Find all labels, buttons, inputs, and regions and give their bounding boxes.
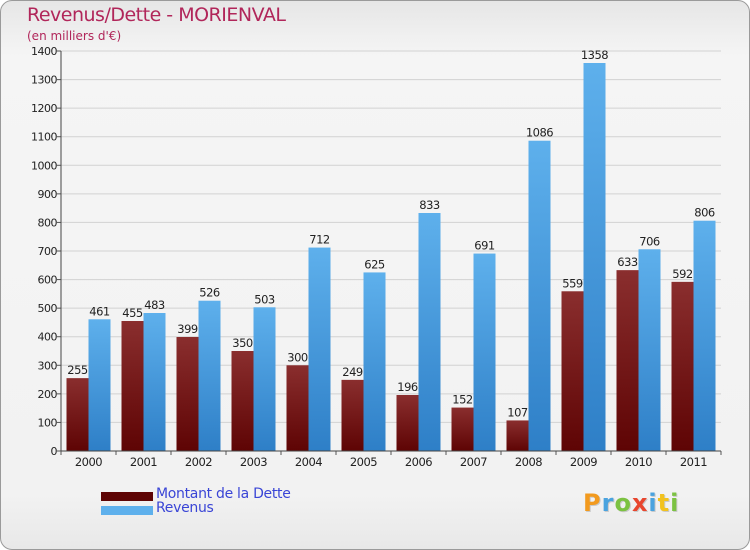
data-label-revenue: 483 (144, 298, 165, 312)
data-label-revenue: 806 (694, 206, 715, 220)
bar-revenue (253, 307, 276, 451)
bar-debt (176, 337, 199, 451)
logo-letter: t (657, 489, 671, 517)
bar-revenue (198, 300, 221, 451)
bars (66, 63, 716, 451)
data-label-debt: 633 (617, 255, 638, 269)
y-tick-label: 400 (38, 331, 58, 344)
bar-revenue (363, 272, 386, 451)
x-tick-label: 2001 (130, 455, 157, 469)
logo-letter: r (601, 489, 615, 517)
y-tick-label: 100 (38, 416, 58, 429)
y-tick-label: 500 (38, 302, 58, 315)
y-axis-ticks: 0 100 200 300 400 500 600 700 800 900 1000 1100 1200… (31, 45, 61, 458)
y-tick-label: 300 (38, 359, 58, 372)
data-label-debt: 255 (67, 363, 88, 377)
data-label-debt: 399 (177, 322, 198, 336)
y-tick-label: 600 (38, 274, 58, 287)
legend-label-debt: Montant de la Dette (156, 486, 291, 502)
bar-debt (671, 281, 694, 451)
logo-letter: o (614, 489, 632, 517)
bar-revenue (528, 140, 551, 451)
legend-swatch-revenue (101, 506, 153, 515)
data-label-debt: 152 (452, 393, 473, 407)
y-tick-label: 800 (38, 216, 58, 229)
x-tick-label: 2008 (515, 455, 542, 469)
bar-debt (286, 365, 309, 451)
bar-debt (341, 379, 364, 451)
data-label-debt: 107 (507, 405, 528, 419)
data-label-debt: 592 (672, 267, 693, 281)
x-tick-label: 2000 (75, 455, 102, 469)
data-label-revenue: 833 (419, 198, 440, 212)
x-tick-label: 2005 (350, 455, 377, 469)
y-tick-label: 1300 (31, 74, 57, 87)
bar-debt (231, 351, 254, 451)
logo-letter: i (670, 489, 680, 517)
data-label-revenue: 712 (309, 233, 330, 247)
bar-debt (121, 321, 144, 451)
logo-letter: i (648, 489, 658, 517)
x-tick-label: 2003 (240, 455, 267, 469)
bar-revenue (88, 319, 111, 451)
data-label-debt: 300 (287, 350, 308, 364)
y-tick-label: 0 (51, 445, 58, 458)
bar-debt (396, 395, 419, 451)
x-tick-label: 2011 (680, 455, 707, 469)
data-label-debt: 196 (397, 380, 418, 394)
y-tick-label: 1200 (31, 102, 57, 115)
grid-lines (61, 50, 721, 423)
chart-title: Revenus/Dette - MORIENVAL (27, 4, 286, 26)
data-label-debt: 350 (232, 336, 253, 350)
x-tick-label: 2006 (405, 455, 432, 469)
y-tick-label: 1400 (31, 45, 57, 58)
y-tick-label: 200 (38, 388, 58, 401)
legend-swatch-debt (101, 492, 153, 501)
x-tick-label: 2002 (185, 455, 212, 469)
bar-revenue (638, 249, 661, 451)
data-label-debt: 559 (562, 276, 583, 290)
y-tick-label: 900 (38, 188, 58, 201)
data-label-revenue: 691 (474, 239, 495, 253)
bar-revenue (583, 63, 606, 451)
x-tick-label: 2004 (295, 455, 322, 469)
axes (60, 51, 721, 452)
data-label-revenue: 503 (254, 292, 275, 306)
data-label-debt: 455 (122, 306, 143, 320)
bar-debt (451, 407, 474, 451)
x-axis-ticks: 2000 2001 2002 2003 2004 2005 2006 2007 2008 2009… (60, 451, 722, 469)
bar-revenue (143, 313, 166, 451)
bar-debt (506, 420, 529, 451)
chart-subtitle: (en milliers d'€) (27, 29, 122, 43)
data-label-revenue: 706 (639, 234, 660, 248)
logo-letter: P (583, 489, 602, 517)
bar-debt (616, 270, 639, 451)
y-tick-label: 700 (38, 245, 58, 258)
logo-letter: x (631, 489, 649, 517)
data-label-revenue: 526 (199, 286, 220, 300)
bar-revenue (693, 220, 716, 451)
x-tick-label: 2010 (625, 455, 652, 469)
legend-label-revenue: Revenus (156, 500, 214, 516)
bar-debt (66, 378, 89, 451)
data-label-revenue: 1086 (526, 126, 553, 140)
data-label-revenue: 625 (364, 257, 385, 271)
y-tick-label: 1100 (31, 131, 57, 144)
data-label-debt: 249 (342, 365, 363, 379)
bar-debt (561, 291, 584, 451)
bar-revenue (418, 213, 441, 451)
data-label-revenue: 1358 (581, 48, 608, 62)
y-tick-label: 1000 (31, 159, 57, 172)
x-tick-label: 2009 (570, 455, 597, 469)
bar-revenue (473, 253, 496, 451)
bar-revenue (308, 247, 331, 451)
x-tick-label: 2007 (460, 455, 487, 469)
data-label-revenue: 461 (89, 304, 110, 318)
proxiti-logo: Proxiti (583, 489, 679, 517)
